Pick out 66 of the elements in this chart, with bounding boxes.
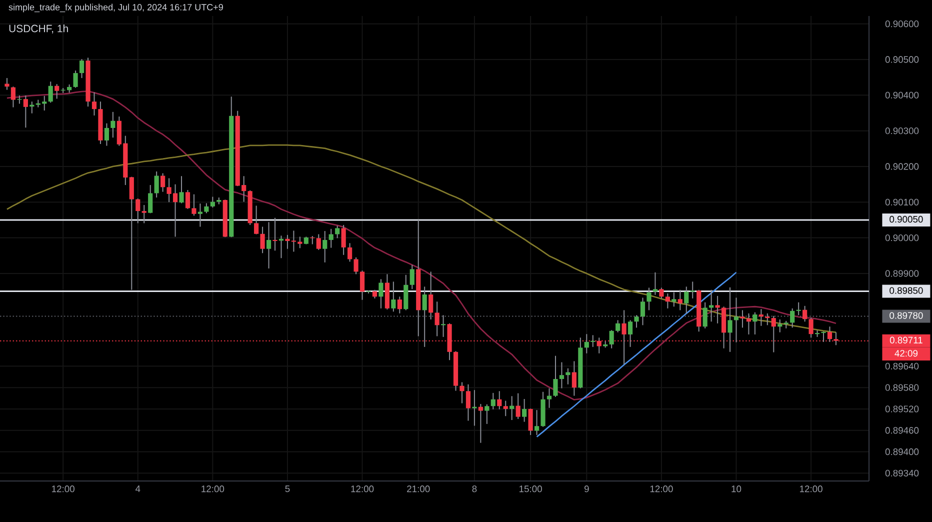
text: USDCHF, 1h: [9, 24, 68, 34]
ref-line-label: 0.89780: [890, 312, 923, 319]
x-tick-label: 15:00: [520, 486, 542, 492]
y-tick-label: 0.89400: [885, 448, 919, 456]
y-tick-label: 0.89340: [885, 470, 919, 476]
candlestick: [198, 203, 203, 228]
candlestick: [740, 310, 745, 328]
text: simple_trade_fx published, Jul 10, 2024 16:17 UTC+9: [8, 4, 223, 12]
candlestick: [566, 368, 570, 385]
candlestick: [298, 236, 302, 249]
x-tick-label: 9: [584, 486, 589, 492]
candlestick: [472, 390, 477, 426]
text: 42:09: [894, 350, 918, 357]
candlestick: [546, 388, 552, 408]
candlestick: [484, 404, 490, 424]
candlestick: [709, 289, 714, 322]
candlestick: [778, 318, 782, 333]
candlestick: [510, 396, 514, 421]
y-tick-label: 0.90200: [885, 163, 919, 170]
y-tick-label: 0.90600: [885, 20, 919, 28]
candlestick: [272, 217, 278, 252]
ref-line-label: 0.89850: [890, 287, 923, 294]
candlestick: [142, 204, 146, 224]
x-tick-label: 12:00: [800, 486, 822, 492]
y-tick-label: 0.90400: [885, 92, 919, 98]
candlestick: [821, 331, 826, 342]
candlestick: [715, 295, 720, 324]
candlestick: [652, 272, 658, 296]
candlestick: [503, 400, 508, 417]
x-tick-label: 12:00: [52, 486, 74, 492]
ref-line-label: 0.90050: [890, 216, 923, 223]
candlestick: [54, 84, 60, 100]
y-tick-label: 0.89520: [885, 406, 919, 412]
x-tick-label: 10: [732, 486, 742, 492]
x-tick-label: 8: [472, 486, 477, 492]
y-tick-label: 0.90000: [885, 234, 919, 242]
candlestick: [746, 312, 752, 335]
y-tick-label: 0.89580: [885, 384, 919, 391]
y-tick-label: 0.90100: [885, 198, 919, 206]
candlestick: [672, 292, 676, 308]
candlestick: [734, 297, 739, 343]
candlestick: [42, 95, 47, 111]
candlestick: [590, 334, 596, 348]
candlestick: [440, 314, 446, 338]
x-tick-label: 5: [285, 486, 290, 492]
y-tick-label: 0.89640: [885, 362, 919, 370]
x-tick-label: 12:00: [351, 486, 374, 492]
y-tick-label: 0.90300: [885, 127, 919, 134]
x-tick-label: 4: [135, 486, 140, 492]
y-tick-label: 0.89900: [885, 270, 919, 277]
x-tick-label: 12:00: [650, 486, 673, 492]
candlestick: [634, 314, 639, 328]
y-tick-label: 0.89460: [885, 427, 919, 434]
candlestick: [4, 78, 10, 90]
candlestick: [559, 362, 564, 389]
candlestick: [765, 312, 770, 326]
candlestick: [796, 302, 801, 316]
x-tick-label: 12:00: [202, 486, 224, 492]
ref-line-label: 0.89711: [890, 336, 922, 344]
x-tick-label: 21:00: [407, 486, 430, 492]
candlestick: [690, 281, 695, 299]
candlestick: [665, 292, 670, 309]
y-tick-label: 0.90500: [885, 56, 919, 63]
candlestick: [534, 410, 540, 436]
candlestick: [678, 289, 682, 311]
candlestick: [758, 308, 764, 326]
